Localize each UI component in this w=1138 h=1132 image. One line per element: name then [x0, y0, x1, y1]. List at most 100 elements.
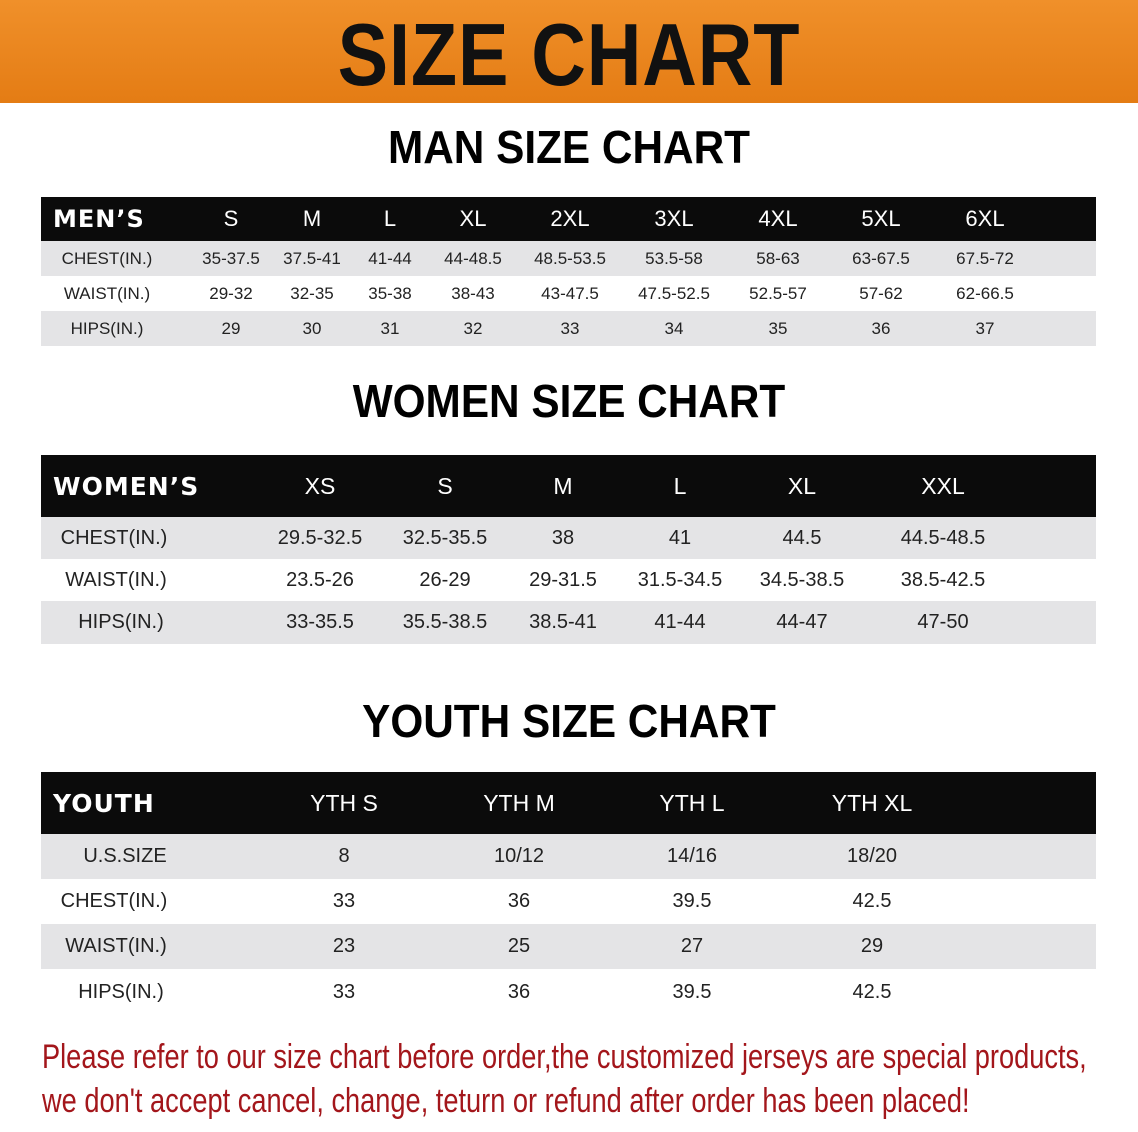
size-header: YTH L [659, 789, 725, 816]
table-row: WAIST(IN.) 29-32 32-35 35-38 38-43 43-47.5 47.… [41, 276, 1096, 311]
measurement-value: 27 [680, 935, 704, 957]
table-row: CHEST(IN.) 35-37.5 37.5-41 41-44 44-48.5 48.5… [41, 241, 1096, 276]
measurement-value: 38.5-42.5 [900, 568, 986, 591]
measurement-value: 35-37.5 [202, 248, 260, 268]
size-header: 5XL [861, 206, 901, 231]
men-size-table: MEN’S S M L XL 2XL 3XL 4XL 5XL 6XL CHEST(IN.) 35-37… [41, 197, 1096, 346]
measurement-value: 31 [380, 318, 400, 338]
measurement-value: 33 [332, 890, 356, 912]
measurement-label: CHEST(IN.) [60, 526, 168, 549]
measurement-value: 39.5 [672, 890, 712, 912]
table-row: CHEST(IN.) 29.5-32.5 32.5-35.5 38 41 44.5 44.5… [41, 517, 1096, 559]
size-header: XL [459, 206, 487, 231]
size-header: S [437, 472, 453, 499]
measurement-value: 67.5-72 [956, 248, 1014, 268]
men-section-title: MAN SIZE CHART [387, 121, 751, 173]
measurement-value: 37.5-41 [283, 248, 341, 268]
measurement-value: 39.5 [672, 980, 712, 1003]
size-header: YTH XL [831, 789, 913, 816]
measurement-label: HIPS(IN.) [70, 318, 144, 338]
measurement-value: 48.5-53.5 [534, 248, 606, 268]
measurement-value: 36 [507, 980, 531, 1003]
size-header: XS [304, 472, 336, 499]
measurement-value: 44-47 [776, 611, 828, 633]
youth-size-table: YOUTH YTH S YTH M YTH L YTH XL U.S.SIZE 8 10/12… [41, 772, 1096, 1015]
measurement-value: 23 [332, 935, 356, 957]
measurement-value: 25 [507, 935, 531, 957]
table-row: U.S.SIZE 8 10/12 14/16 18/20 [41, 834, 1096, 879]
measurement-label: WAIST(IN.) [65, 568, 167, 591]
size-header: 6XL [965, 206, 1005, 231]
measurement-value: 10/12 [493, 845, 545, 867]
measurement-value: 47.5-52.5 [638, 283, 710, 303]
size-header: XXL [921, 472, 965, 499]
size-header: 2XL [550, 206, 590, 231]
size-header: 4XL [758, 206, 798, 231]
measurement-value: 26-29 [419, 568, 471, 591]
measurement-value: 32 [463, 318, 483, 338]
measurement-value: 33 [332, 980, 356, 1003]
women-section-title: WOMEN SIZE CHART [352, 375, 786, 427]
measurement-value: 37 [975, 318, 995, 338]
measurement-value: 42.5 [852, 890, 892, 912]
measurement-label: CHEST(IN.) [61, 248, 153, 268]
measurement-value: 31.5-34.5 [637, 568, 723, 591]
measurement-value: 36 [507, 890, 531, 912]
men-header-label: MEN’S [53, 205, 145, 233]
measurement-value: 35.5-38.5 [402, 611, 488, 633]
measurement-value: 29-31.5 [529, 568, 597, 591]
women-size-table: WOMEN’S XS S M L XL XXL CHEST(IN.) 29.5-32.5 32.5… [41, 455, 1096, 644]
size-header: YTH M [483, 789, 555, 816]
measurement-value: 44.5-48.5 [900, 526, 986, 549]
women-header-label: WOMEN’S [53, 471, 200, 501]
measurement-value: 33-35.5 [286, 611, 354, 633]
measurement-value: 41-44 [368, 248, 412, 268]
measurement-value: 38.5-41 [529, 611, 597, 633]
table-row: HIPS(IN.) 29 30 31 32 33 34 35 36 37 [41, 311, 1096, 346]
measurement-value: 23.5-26 [286, 568, 354, 591]
measurement-label: HIPS(IN.) [78, 980, 164, 1003]
measurement-value: 32-35 [290, 283, 334, 303]
banner-title: SIZE CHART [337, 5, 801, 104]
measurement-value: 42.5 [852, 980, 892, 1003]
notice-line-2: we don't accept cancel, change, teturn o… [42, 1082, 970, 1120]
measurement-value: 29.5-32.5 [277, 526, 363, 549]
measurement-value: 14/16 [666, 845, 718, 867]
youth-section-title: YOUTH SIZE CHART [362, 695, 776, 747]
measurement-value: 52.5-57 [749, 283, 807, 303]
table-row: WAIST(IN.) 23.5-26 26-29 29-31.5 31.5-34.5 34… [41, 559, 1096, 601]
notice-line-1: Please refer to our size chart before or… [42, 1038, 1087, 1076]
measurement-value: 8 [338, 845, 350, 867]
measurement-value: 29-32 [209, 283, 253, 303]
measurement-label: HIPS(IN.) [78, 611, 164, 633]
measurement-value: 41 [668, 526, 692, 549]
measurement-value: 29 [860, 935, 884, 957]
measurement-value: 34.5-38.5 [759, 568, 845, 591]
measurement-value: 41-44 [654, 611, 706, 633]
table-row: CHEST(IN.) 33 36 39.5 42.5 [41, 879, 1096, 924]
measurement-value: 36 [871, 318, 891, 338]
measurement-value: 38-43 [451, 283, 495, 303]
women-header-row: WOMEN’S XS S M L XL XXL [41, 455, 1096, 517]
measurement-value: 44-48.5 [444, 248, 502, 268]
measurement-value: 62-66.5 [956, 283, 1014, 303]
measurement-value: 38 [551, 526, 575, 549]
size-header: S [223, 206, 239, 231]
measurement-value: 32.5-35.5 [402, 526, 488, 549]
size-header: M [302, 206, 322, 231]
youth-header-row: YOUTH YTH S YTH M YTH L YTH XL [41, 772, 1096, 834]
measurement-value: 30 [302, 318, 322, 338]
size-header: L [383, 206, 397, 231]
size-header: XL [787, 472, 817, 499]
size-header: L [673, 472, 687, 499]
youth-header-label: YOUTH [53, 788, 155, 818]
measurement-label: U.S.SIZE [83, 845, 167, 867]
men-header-row: MEN’S S M L XL 2XL 3XL 4XL 5XL 6XL [41, 197, 1096, 241]
size-header: 3XL [654, 206, 694, 231]
table-row: HIPS(IN.) 33 36 39.5 42.5 [41, 969, 1096, 1015]
measurement-value: 57-62 [859, 283, 903, 303]
measurement-value: 35 [768, 318, 788, 338]
measurement-value: 44.5 [782, 526, 822, 549]
measurement-label: CHEST(IN.) [60, 890, 168, 912]
table-row: WAIST(IN.) 23 25 27 29 [41, 924, 1096, 969]
